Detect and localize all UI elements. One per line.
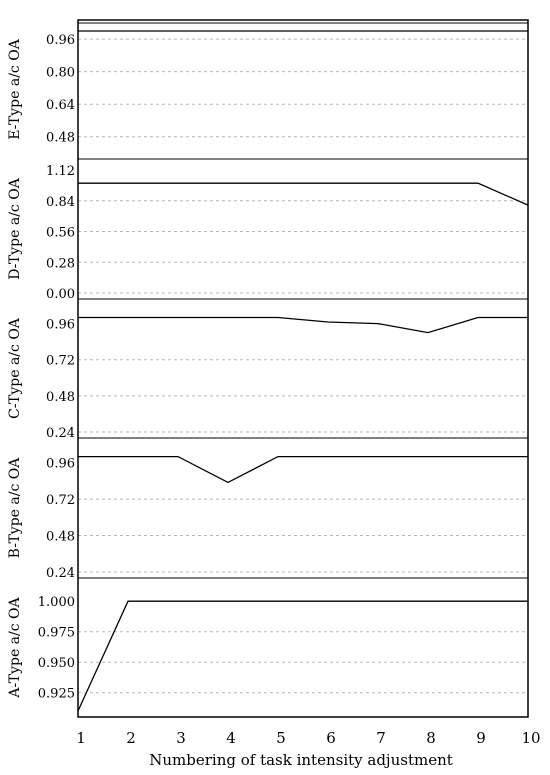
x-tick-label: 1 (76, 729, 86, 747)
x-tick-label: 7 (376, 729, 386, 747)
y-axis-label: E-Type a/c OA (7, 38, 23, 139)
series-line-D (78, 182, 529, 206)
y-tick-label: 0.96 (46, 318, 75, 333)
series-line-B (78, 455, 528, 484)
y-tick-label: 0.96 (46, 457, 75, 472)
y-tick-label: 0.64 (46, 98, 75, 113)
x-tick-label: 10 (521, 729, 540, 747)
y-axis-label: C-Type a/c OA (7, 317, 23, 419)
y-tick-label: 0.56 (46, 226, 75, 241)
y-tick-label: 0.80 (46, 66, 75, 81)
plot-frame (77, 19, 529, 718)
x-tick-label: 9 (476, 729, 486, 747)
y-tick-label: 0.96 (46, 33, 75, 48)
x-axis-label: Numbering of task intensity adjustment (149, 751, 453, 769)
y-tick-label: 1.000 (38, 595, 75, 610)
y-tick-label: 0.72 (46, 354, 75, 369)
y-tick-label: 0.48 (46, 131, 75, 146)
x-tick-label: 6 (326, 729, 336, 747)
y-tick-label: 0.28 (46, 256, 75, 271)
y-tick-label: 0.48 (46, 530, 75, 545)
y-tick-label: 1.12 (46, 164, 75, 179)
y-tick-label: 0.48 (46, 390, 75, 405)
y-axis-label: B-Type a/c OA (7, 457, 23, 559)
y-tick-label: 0.24 (46, 426, 75, 441)
y-tick-label: 0.24 (46, 566, 75, 581)
y-axis-label: A-Type a/c OA (7, 596, 23, 698)
series-line-C (78, 316, 528, 334)
x-tick-label: 8 (426, 729, 436, 747)
y-tick-label: 0.925 (38, 687, 75, 702)
y-tick-label: 0.975 (38, 626, 75, 641)
y-axis-label: D-Type a/c OA (7, 177, 23, 279)
y-tick-label: 0.84 (46, 195, 75, 210)
series-line-A (77, 600, 528, 712)
x-tick-label: 5 (276, 729, 286, 747)
y-tick-label: 0.00 (46, 287, 75, 302)
x-tick-label: 3 (176, 729, 186, 747)
y-tick-label: 0.950 (38, 656, 75, 671)
x-tick-label: 4 (226, 729, 236, 747)
x-tick-label: 2 (126, 729, 136, 747)
y-tick-label: 0.72 (46, 493, 75, 508)
